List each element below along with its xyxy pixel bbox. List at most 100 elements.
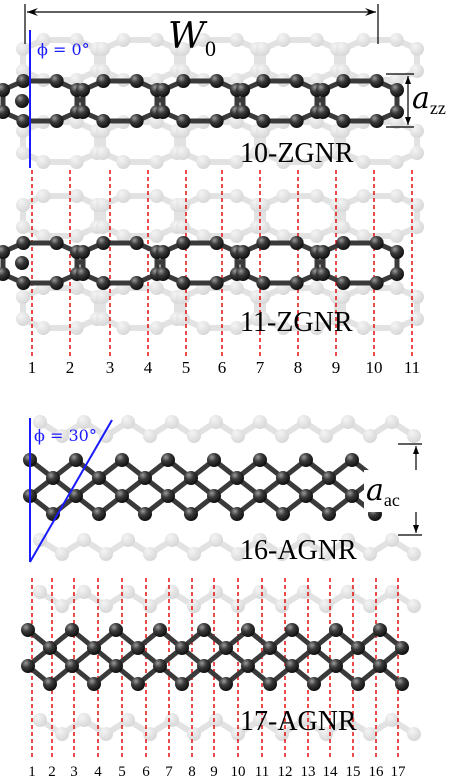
cut-index-label: 11 — [255, 764, 269, 779]
carbon-atom — [395, 677, 409, 691]
faded-atom — [176, 42, 190, 56]
carbon-atom — [129, 114, 144, 128]
carbon-atom — [129, 74, 144, 88]
faded-atom — [389, 155, 404, 169]
carbon-atom — [373, 623, 387, 637]
faded-atom — [96, 146, 110, 160]
faded-atom — [116, 189, 131, 203]
carbon-atom — [76, 83, 90, 97]
faded-atom — [341, 533, 355, 547]
cut-index-label: 15 — [346, 764, 361, 779]
carbon-atom — [197, 623, 211, 637]
faded-atom — [116, 321, 131, 335]
faded-atom — [229, 73, 244, 87]
carbon-atom — [236, 245, 250, 259]
faded-atom — [149, 229, 164, 243]
carbon-atom — [241, 659, 255, 673]
faded-atom — [389, 281, 404, 295]
faded-atom — [116, 229, 131, 243]
carbon-atom — [109, 659, 123, 673]
faded-atom — [389, 115, 404, 129]
carbon-atom — [153, 623, 167, 637]
faded-atom — [55, 547, 69, 561]
carbon-atom — [316, 245, 330, 259]
carbon-atom — [156, 105, 170, 119]
faded-atom — [69, 115, 84, 129]
cut-index-label: 2 — [66, 358, 75, 377]
cut-index-label: 6 — [142, 764, 150, 779]
faded-atom — [231, 547, 245, 561]
faded-atom — [253, 533, 267, 547]
faded-atom — [143, 599, 157, 613]
faded-atom — [407, 547, 421, 561]
faded-atom — [389, 73, 404, 87]
carbon-atom — [115, 489, 129, 503]
faded-atom — [256, 42, 270, 56]
faded-atom — [389, 321, 404, 335]
faded-atom — [36, 189, 51, 203]
faded-atom — [253, 415, 267, 429]
carbon-atom — [176, 74, 191, 88]
carbon-atom — [345, 489, 359, 503]
ribbon-name-16-agnr: 16-AGNR — [240, 535, 357, 566]
cut-indices: 1 2 3 4 5 6 7 8 9 10 111 2 3 4 5 6 7 8 9 10 11 12 13 14 15 16 17 — [28, 358, 420, 779]
cut-index-label: 7 — [256, 358, 265, 377]
faded-atom — [96, 64, 110, 78]
faded-atom — [149, 321, 164, 335]
cut-index-label: 4 — [144, 358, 153, 377]
carbon-atom — [153, 659, 167, 673]
faded-atom — [149, 73, 164, 87]
faded-atom — [16, 42, 30, 56]
carbon-atom — [236, 105, 250, 119]
carbon-atom — [43, 677, 57, 691]
faded-atom — [256, 312, 270, 326]
cut-index-label: 11 — [404, 358, 420, 377]
azz-label: azz — [412, 81, 446, 118]
carbon-atom — [96, 236, 111, 250]
carbon-atom — [76, 267, 90, 281]
faded-atom — [336, 146, 350, 160]
faded-atom — [116, 33, 131, 47]
faded-atom — [229, 321, 244, 335]
faded-atom — [143, 429, 157, 443]
carbon-atom — [289, 74, 304, 88]
carbon-atom — [21, 659, 35, 673]
faded-atom — [36, 155, 51, 169]
carbon-atom — [209, 236, 224, 250]
carbon-atom — [161, 453, 175, 467]
carbon-atom — [184, 507, 198, 521]
faded-atom — [410, 198, 424, 212]
faded-atom — [231, 429, 245, 443]
faded-atom — [256, 64, 270, 78]
faded-atom — [176, 146, 190, 160]
carbon-atom — [299, 489, 313, 503]
faded-atom — [410, 290, 424, 304]
faded-atom — [77, 713, 91, 727]
width-dimension: W0 — [24, 4, 379, 61]
faded-atom — [69, 281, 84, 295]
faded-atom — [116, 155, 131, 169]
faded-atom — [256, 124, 270, 138]
faded-atom — [276, 33, 291, 47]
faded-atom — [410, 146, 424, 160]
carbon-atom — [209, 276, 224, 290]
faded-atom — [309, 281, 324, 295]
carbon-atom — [236, 83, 250, 97]
faded-atom — [16, 312, 30, 326]
ribbon-name-10-zgnr: 10-ZGNR — [240, 138, 354, 169]
carbon-atom — [131, 641, 145, 655]
carbon-atom — [175, 641, 189, 655]
faded-atom — [389, 189, 404, 203]
carbon-atom — [256, 114, 271, 128]
faded-atom — [69, 73, 84, 87]
faded-atom — [309, 33, 324, 47]
carbon-atom — [395, 641, 409, 655]
faded-atom — [336, 42, 350, 56]
carbon-atom — [46, 471, 60, 485]
carbon-atom — [316, 83, 330, 97]
faded-atom — [229, 229, 244, 243]
faded-atom — [96, 290, 110, 304]
carbon-atom — [96, 74, 111, 88]
faded-atom — [297, 533, 311, 547]
